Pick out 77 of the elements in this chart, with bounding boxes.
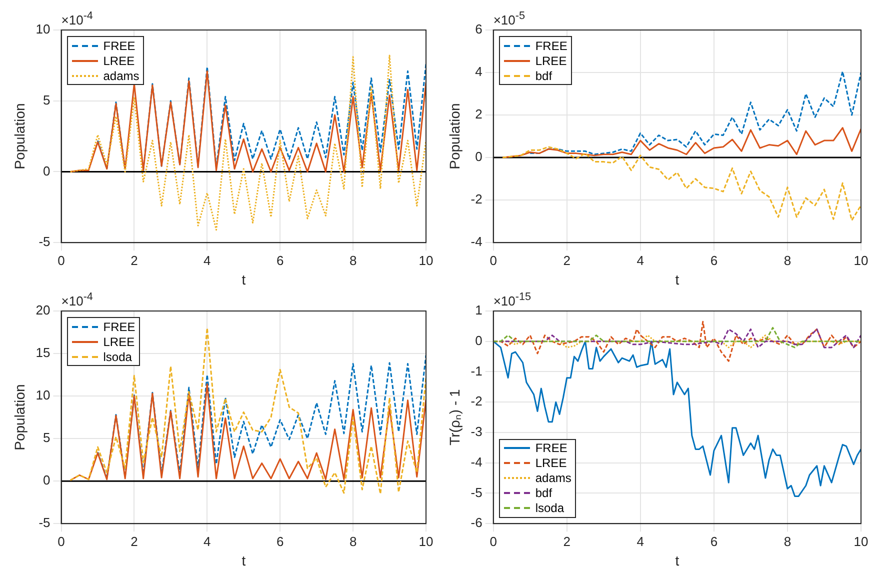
legend-label: bdf [535,68,552,82]
x-tick-label: 10 [854,252,868,268]
y-tick-label: 20 [36,302,50,318]
legend-label: LREE [535,54,567,68]
x-tick-label: 0 [58,534,65,549]
legend-label: LREE [103,54,135,68]
y-tick-label: -5 [38,515,50,530]
legend-label: FREE [103,38,136,52]
x-tick-label: 4 [204,252,211,268]
legend-label: adams [103,68,140,82]
y-tick-label: -5 [470,484,482,500]
legend-label: lsoda [535,501,564,516]
text: ×10$^{-4}$ [61,291,93,308]
y-tick-label: 5 [43,430,50,446]
y-axis-title: Population [446,103,462,170]
y-tick-label: 5 [43,92,50,108]
line-series [502,146,861,222]
x-tick-label: 0 [490,252,497,268]
x-tick-label: 2 [130,252,138,268]
y-tick-label: -4 [470,234,482,250]
y-tick-label: -5 [38,234,50,250]
y-axis-title: Tr(ρₙ) - 1 [446,388,462,446]
x-tick-label: 2 [563,252,571,268]
x-tick-label: 0 [58,252,65,268]
y-tick-label: 15 [36,345,50,360]
x-tick-label: 2 [563,534,571,549]
y-tick-label: -2 [470,192,482,207]
legend-label: FREE [103,320,136,334]
y-tick-label: 0 [475,149,482,164]
legend-label: FREE [535,441,568,456]
x-tick-label: 8 [784,534,792,549]
y-tick-label: 4 [475,64,482,80]
x-tick-label: 6 [710,534,718,549]
legend-label: lsoda [103,350,132,364]
legend-label: LREE [103,334,135,348]
y-tick-label: 1 [475,302,482,318]
y-tick-label: 2 [475,106,482,122]
x-axis-title: t [242,552,246,568]
x-tick-label: 8 [349,534,357,549]
x-axis-title: t [675,271,680,288]
legend-label: bdf [535,486,552,500]
y-tick-label: 0 [475,332,482,348]
y-tick-label: -2 [470,394,482,409]
line-series [70,54,426,231]
y-tick-label: -1 [470,363,482,378]
x-tick-label: 8 [349,252,357,268]
x-tick-label: 4 [636,252,644,268]
legend-label: LREE [535,456,567,470]
y-tick-label: -4 [470,454,482,470]
x-tick-label: 2 [130,534,138,549]
text: ×10$^{-15}$ [493,291,532,308]
y-tick-label: -3 [470,424,482,440]
y-tick-label: 0 [43,472,50,488]
x-tick-label: 8 [784,252,792,268]
x-tick-label: 4 [204,534,211,549]
x-tick-label: 10 [854,534,868,549]
y-tick-label: 10 [36,388,50,403]
legend-label: adams [535,471,572,486]
legend-label: FREE [535,38,568,52]
y-axis-title: Population [11,384,28,450]
x-tick-label: 6 [710,252,718,268]
x-tick-label: 6 [276,534,284,549]
y-tick-label: -6 [470,515,482,530]
y-tick-label: 6 [475,22,482,37]
x-tick-label: 0 [490,534,497,549]
x-tick-label: 6 [276,252,284,268]
x-tick-label: 4 [636,534,644,549]
x-tick-label: 10 [418,252,434,268]
x-axis-title: t [675,552,680,568]
text: ×10$^{-4}$ [61,10,93,28]
y-tick-label: 10 [36,22,50,37]
y-tick-label: 0 [43,163,50,178]
x-tick-label: 10 [418,534,434,549]
y-axis-title: Population [11,103,28,170]
line-series [529,70,861,156]
text: ×10$^{-5}$ [493,10,526,28]
x-axis-title: t [242,271,246,288]
